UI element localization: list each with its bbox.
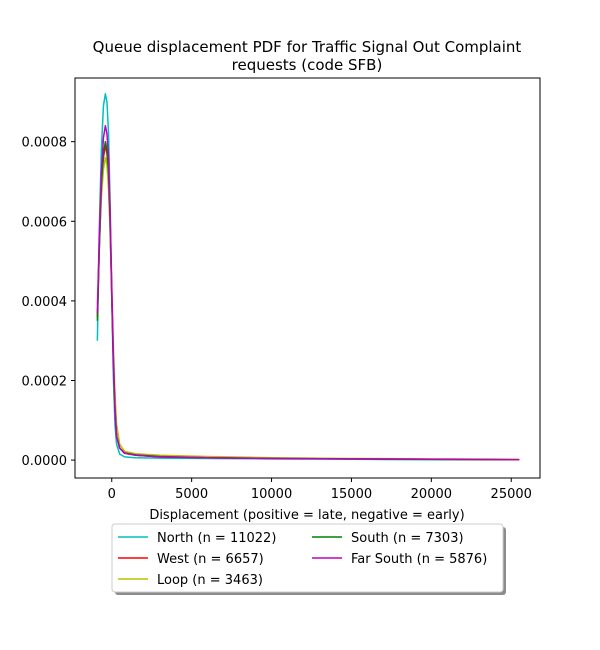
x-tick-label: 5000 [175,487,208,502]
x-tick-label: 20000 [411,487,452,502]
legend-label-2: Loop (n = 3463) [157,573,263,588]
y-tick-label: 0.0000 [22,454,68,469]
y-tick-label: 0.0004 [22,295,68,310]
y-tick-label: 0.0002 [22,374,68,389]
chart-title-line-2: requests (code SFB) [232,56,383,74]
legend-box [111,523,504,593]
series-line-2 [96,156,520,461]
legend-items: North (n = 11022) West (n = 6657) Loop (n … [118,531,487,588]
y-tick-label: 0.0006 [22,215,68,230]
x-tick-label: 25000 [491,487,532,502]
x-tick-label: 0 [108,487,116,502]
chart-title-line-1: Queue displacement PDF for Traffic Signa… [93,38,522,56]
y-tick-label: 0.0008 [22,136,68,151]
legend: North (n = 11022) West (n = 6657) Loop (n … [111,523,506,595]
series-layer [96,93,520,461]
series-line-1 [96,144,520,461]
series-line-0 [96,93,520,461]
plot-frame [74,77,541,479]
legend-label-4: Far South (n = 5876) [351,552,487,567]
series-line-4 [96,125,520,461]
series-line-3 [96,140,520,461]
ticks-layer: 0 5000 10000 15000 20000 25000 0.0000 0.0002 0.0… [22,136,532,502]
legend-label-0: North (n = 11022) [157,531,276,546]
legend-label-3: South (n = 7303) [351,531,464,546]
x-tick-label: 10000 [251,487,292,502]
x-axis-label: Displacement (positive = late, negative … [149,508,464,523]
x-tick-label: 15000 [331,487,372,502]
legend-label-1: West (n = 6657) [157,552,264,567]
